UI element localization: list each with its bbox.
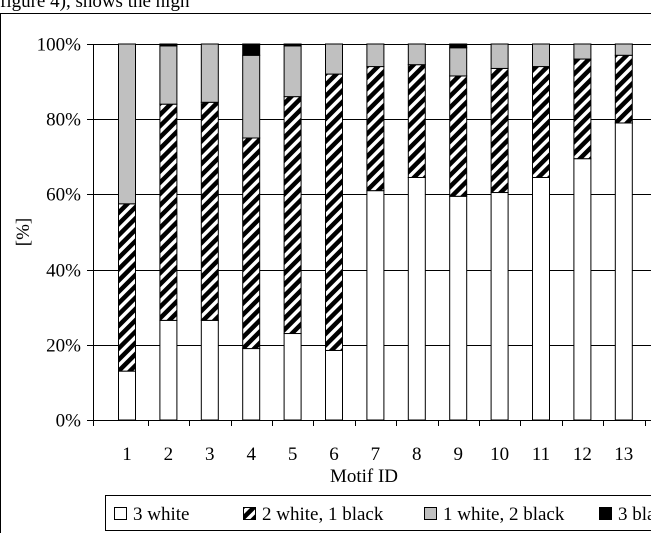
y-tick-label: 0% bbox=[56, 411, 82, 432]
y-tick-label: 40% bbox=[46, 261, 81, 282]
bar-segment-gray bbox=[449, 47, 468, 77]
x-tick-label: 5 bbox=[288, 444, 298, 465]
bar-segment-hatched bbox=[449, 75, 468, 197]
bar-segment-gray bbox=[118, 43, 136, 205]
bar-segment-gray bbox=[283, 45, 302, 98]
y-axis-title: [%] bbox=[13, 218, 34, 246]
bar-segment-hatched bbox=[118, 203, 136, 372]
bar-segment-hatched bbox=[200, 101, 219, 321]
legend-label: 3 white bbox=[133, 504, 189, 525]
bar-segment-white bbox=[573, 158, 592, 421]
bar-segment-gray bbox=[532, 43, 550, 68]
bar-segment-hatched bbox=[159, 103, 178, 321]
bar-segment-black bbox=[283, 43, 302, 47]
bar-segment-gray bbox=[366, 43, 385, 68]
legend-label: 3 black bbox=[618, 504, 651, 525]
bar-segment-hatched bbox=[490, 67, 509, 194]
bar-segment-hatched bbox=[407, 64, 426, 178]
bar-segment-hatched bbox=[366, 66, 385, 192]
x-tick-label: 7 bbox=[371, 444, 381, 465]
bar-segment-hatched bbox=[242, 137, 261, 350]
bar-segment-hatched bbox=[325, 73, 343, 351]
x-tick-label: 8 bbox=[412, 444, 422, 465]
bar-segment-gray bbox=[490, 43, 509, 69]
x-axis-title: Motif ID bbox=[330, 466, 398, 487]
y-tick-label: 100% bbox=[37, 35, 82, 56]
caption-fragment: figure 4), shows the high bbox=[0, 0, 190, 12]
legend-box bbox=[105, 495, 651, 531]
x-tick-label: 12 bbox=[573, 444, 592, 465]
bar-segment-black bbox=[242, 43, 261, 56]
bar-segment-gray bbox=[159, 45, 178, 105]
legend-swatch-hatched bbox=[243, 507, 256, 520]
bar-segment-hatched bbox=[614, 54, 633, 124]
bar-segment-gray bbox=[242, 54, 261, 139]
x-tick-label: 10 bbox=[490, 444, 509, 465]
x-tick-label: 13 bbox=[614, 444, 633, 465]
bar-segment-gray bbox=[407, 43, 426, 66]
bar-segment-gray bbox=[200, 43, 219, 103]
bar-segment-gray bbox=[325, 43, 343, 75]
bar-segment-white bbox=[490, 192, 509, 421]
x-tick-label: 3 bbox=[205, 444, 215, 465]
y-tick-label: 60% bbox=[46, 185, 81, 206]
x-tick-label: 2 bbox=[164, 444, 174, 465]
bar-segment-white bbox=[532, 176, 550, 421]
bar-segment-gray bbox=[614, 43, 633, 56]
bar-segment-hatched bbox=[573, 58, 592, 160]
bar-segment-white bbox=[118, 370, 136, 421]
x-tick-label: 9 bbox=[453, 444, 463, 465]
x-tick-label: 11 bbox=[532, 444, 550, 465]
legend-label: 2 white, 1 black bbox=[262, 504, 384, 525]
bar-segment-white bbox=[242, 348, 261, 421]
bar-segment-white bbox=[366, 190, 385, 421]
bar-segment-white bbox=[407, 176, 426, 421]
legend-swatch-black bbox=[599, 507, 612, 520]
bar-segment-white bbox=[159, 319, 178, 421]
bar-segment-black bbox=[159, 43, 178, 47]
bar-segment-white bbox=[449, 195, 468, 421]
x-tick-label: 1 bbox=[122, 444, 132, 465]
bar-segment-white bbox=[614, 122, 633, 421]
bar-segment-gray bbox=[573, 43, 592, 60]
x-tick-label: 6 bbox=[329, 444, 339, 465]
bar-segment-white bbox=[325, 349, 343, 421]
legend-swatch-gray bbox=[424, 507, 437, 520]
bar-segment-white bbox=[283, 333, 302, 421]
legend-label: 1 white, 2 black bbox=[443, 504, 565, 525]
y-tick-label: 20% bbox=[46, 336, 81, 357]
chart-border bbox=[0, 13, 651, 533]
x-tick-label: 4 bbox=[246, 444, 256, 465]
y-tick-label: 80% bbox=[46, 110, 81, 131]
bar-segment-hatched bbox=[532, 66, 550, 178]
bar-segment-hatched bbox=[283, 96, 302, 335]
bar-segment-black bbox=[449, 43, 468, 49]
bar-segment-white bbox=[200, 319, 219, 421]
legend-swatch-white bbox=[114, 507, 127, 520]
